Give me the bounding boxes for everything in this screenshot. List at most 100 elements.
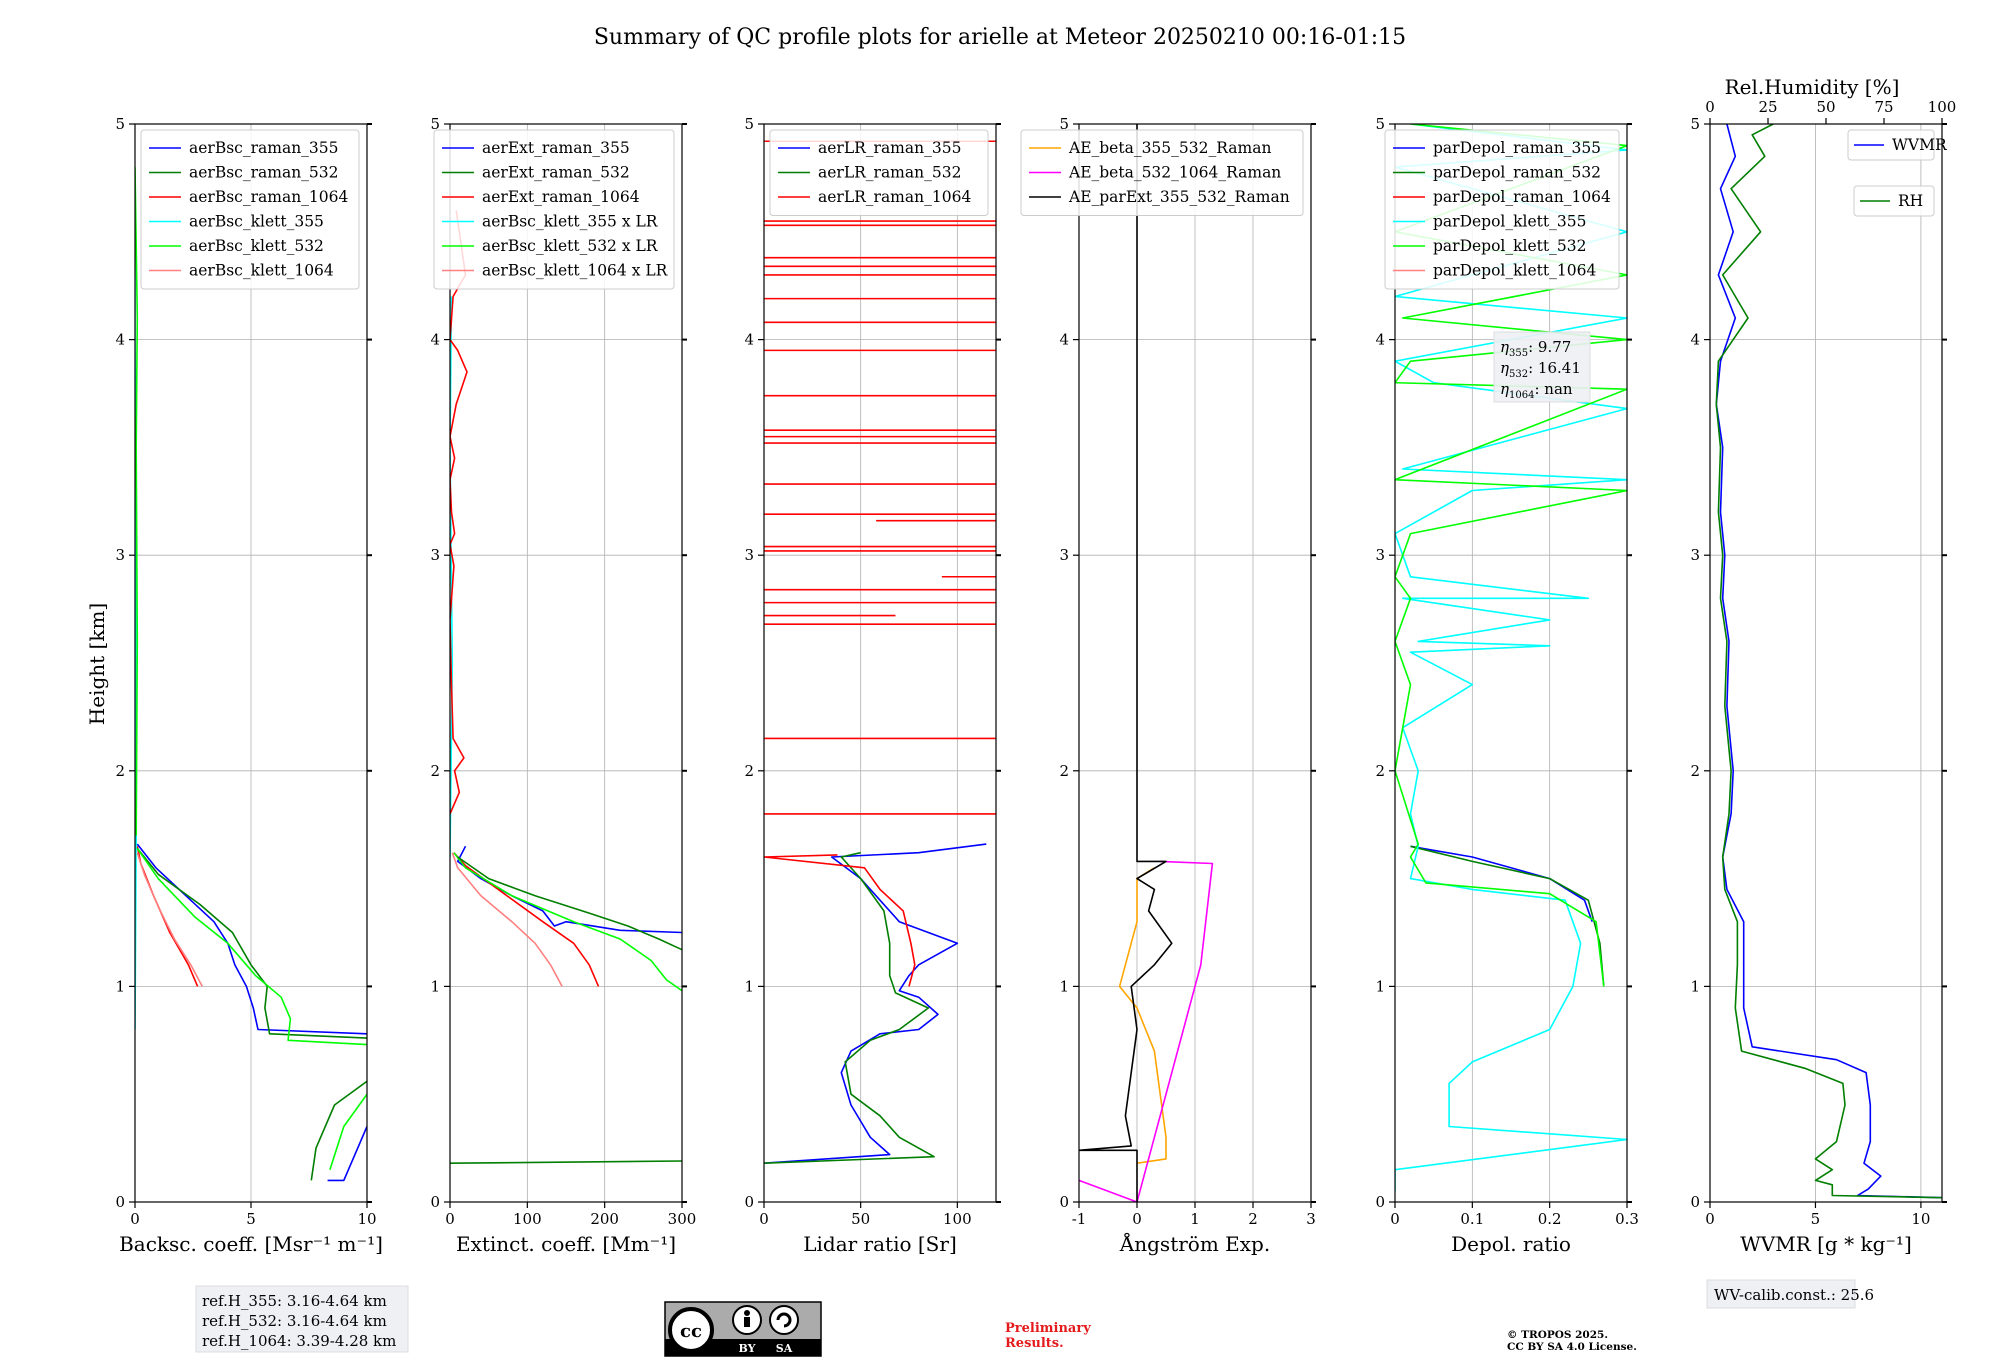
legend-label: aerBsc_raman_532 (189, 164, 339, 182)
legend-label: AE_beta_532_1064_Raman (1068, 164, 1281, 182)
footer: cc BY SA Preliminary Results. © TROPOS 2… (664, 1301, 1637, 1357)
y-tick-label: 1 (115, 977, 125, 995)
x-axis-label: Depol. ratio (1451, 1232, 1571, 1256)
eta-separator: : (1528, 359, 1538, 377)
x-axis-label: Lidar ratio [Sr] (803, 1232, 957, 1256)
series-line-parDepol_raman_532 (1410, 845, 1605, 987)
series-line-parDepol_klett_355 (1395, 124, 1627, 1192)
legend-label: parDepol_raman_532 (1433, 164, 1601, 182)
y-tick-label: 3 (1690, 546, 1700, 564)
copyright-line-2: CC BY SA 4.0 License. (1507, 1341, 1637, 1353)
series-line-AE_beta_532_1064_Raman (1079, 860, 1214, 1202)
y-tick-label: 1 (1059, 977, 1069, 995)
legend-label: aerBsc_klett_1064 (189, 262, 334, 280)
series-line-WVMR (1715, 124, 1942, 1199)
legend-box (140, 129, 360, 290)
cc-license-badge: cc BY SA (664, 1301, 822, 1357)
data-ae (1079, 124, 1214, 1202)
x-tick-label: 0 (1705, 1210, 1715, 1228)
plot-frame (449, 123, 683, 1203)
series-line-aerBsc_raman_1064 (136, 846, 199, 987)
y-tick-label: 0 (115, 1193, 125, 1211)
svg-text:cc: cc (680, 1321, 702, 1342)
y-tick-label: 2 (1059, 762, 1069, 780)
eta-separator: : (1528, 338, 1538, 356)
x-tick-label: 0.2 (1538, 1210, 1562, 1228)
legend-label: aerExt_raman_532 (482, 164, 630, 182)
series-line-AE_beta_355_532_Raman (1118, 867, 1167, 1164)
y-tick-label: 1 (430, 977, 440, 995)
series-line-aerBsc_raman_355 (327, 1126, 367, 1182)
legend-label: aerBsc_klett_532 (189, 237, 324, 255)
y-tick-label: 5 (1690, 115, 1700, 133)
series-line-aerLR_raman_355 (764, 843, 987, 1164)
y-tick-label: 2 (744, 762, 754, 780)
series-line-AE_parExt_355_532_Raman (1079, 124, 1173, 1202)
y-tick-label: 2 (430, 762, 440, 780)
x-tick-label: 1 (1190, 1210, 1200, 1228)
legend-label: aerExt_raman_355 (482, 139, 630, 157)
legend-box (433, 129, 675, 290)
y-tick-label: 0 (744, 1193, 754, 1211)
y-tick-label: 4 (430, 331, 440, 349)
reference-height-box (195, 1285, 409, 1353)
plot-frame (763, 123, 997, 1203)
y-tick-label: 1 (1690, 977, 1700, 995)
series-line-RH (1715, 124, 1942, 1199)
y-tick-label: 1 (744, 977, 754, 995)
y-tick-label: 4 (115, 331, 125, 349)
x-tick-label: 0.1 (1460, 1210, 1484, 1228)
panel-bsc: 0 5 10 0 1 2 3 4 5 Backsc. coeff. [Msr⁻¹ m⁻¹] aerB… (115, 115, 409, 1353)
x-tick-label: 0 (445, 1210, 455, 1228)
x-tick-label: 5 (246, 1210, 256, 1228)
legend-box (1020, 129, 1304, 216)
x-tick-label: 0.3 (1615, 1210, 1639, 1228)
y-tick-label: 0 (1059, 1193, 1069, 1211)
y-tick-label: 4 (744, 331, 754, 349)
reference-height-line: ref.H_532: 3.16-4.64 km (202, 1312, 387, 1330)
eta-symbol: η (1500, 338, 1509, 356)
y-tick-label: 1 (1375, 977, 1385, 995)
y-tick-label: 2 (1690, 762, 1700, 780)
eta-separator: : (1534, 380, 1544, 398)
y-tick-label: 2 (115, 762, 125, 780)
y-tick-label: 0 (430, 1193, 440, 1211)
legend-label: aerBsc_raman_355 (189, 139, 339, 157)
data-ext (450, 210, 682, 1164)
panel-ext: 0 100 200 300 0 1 2 3 4 5 Extinct. coeff. [Mm⁻¹] ae… (430, 115, 696, 1256)
legend-box (1853, 185, 1935, 217)
data-wv (1715, 124, 1942, 1199)
y-tick-label: 3 (744, 546, 754, 564)
preliminary-note-2: Results. (1005, 1336, 1064, 1351)
legend-box (1847, 129, 1935, 161)
series-line-aerBsc_klett_532 (329, 1093, 367, 1170)
legend-label: AE_beta_355_532_Raman (1068, 139, 1271, 157)
y-tick-label: 5 (430, 115, 440, 133)
wv-calib-box (1706, 1279, 1856, 1309)
legend-label: parDepol_klett_355 (1433, 213, 1586, 231)
series-line-aerLR_raman_532 (764, 851, 935, 1164)
x2-tick-label: 100 (1928, 98, 1957, 116)
copyright-line-1: © TROPOS 2025. (1507, 1329, 1608, 1341)
x-axis-label: Ångström Exp. (1119, 1231, 1270, 1256)
figure-title: Summary of QC profile plots for arielle … (594, 25, 1406, 50)
series-line-parDepol_klett_532 (1395, 124, 1627, 987)
eta-value-1064: η1064: nan (1500, 380, 1573, 401)
series-line-bsc-8 (136, 847, 367, 1046)
legend-label: parDepol_klett_532 (1433, 237, 1586, 255)
y-axis-label: Height [km] (85, 603, 109, 725)
x2-tick-label: 75 (1874, 98, 1893, 116)
x-tick-label: 2 (1248, 1210, 1258, 1228)
y-tick-label: 2 (1375, 762, 1385, 780)
eta-number: 16.41 (1538, 359, 1581, 377)
legend-label: aerLR_raman_1064 (818, 188, 971, 206)
y-tick-label: 4 (1690, 331, 1700, 349)
x-tick-label: 10 (357, 1210, 376, 1228)
x-tick-label: 0 (1132, 1210, 1142, 1228)
x-axis-label: WVMR [g * kg⁻¹] (1740, 1232, 1912, 1256)
y-tick-label: 0 (1690, 1193, 1700, 1211)
